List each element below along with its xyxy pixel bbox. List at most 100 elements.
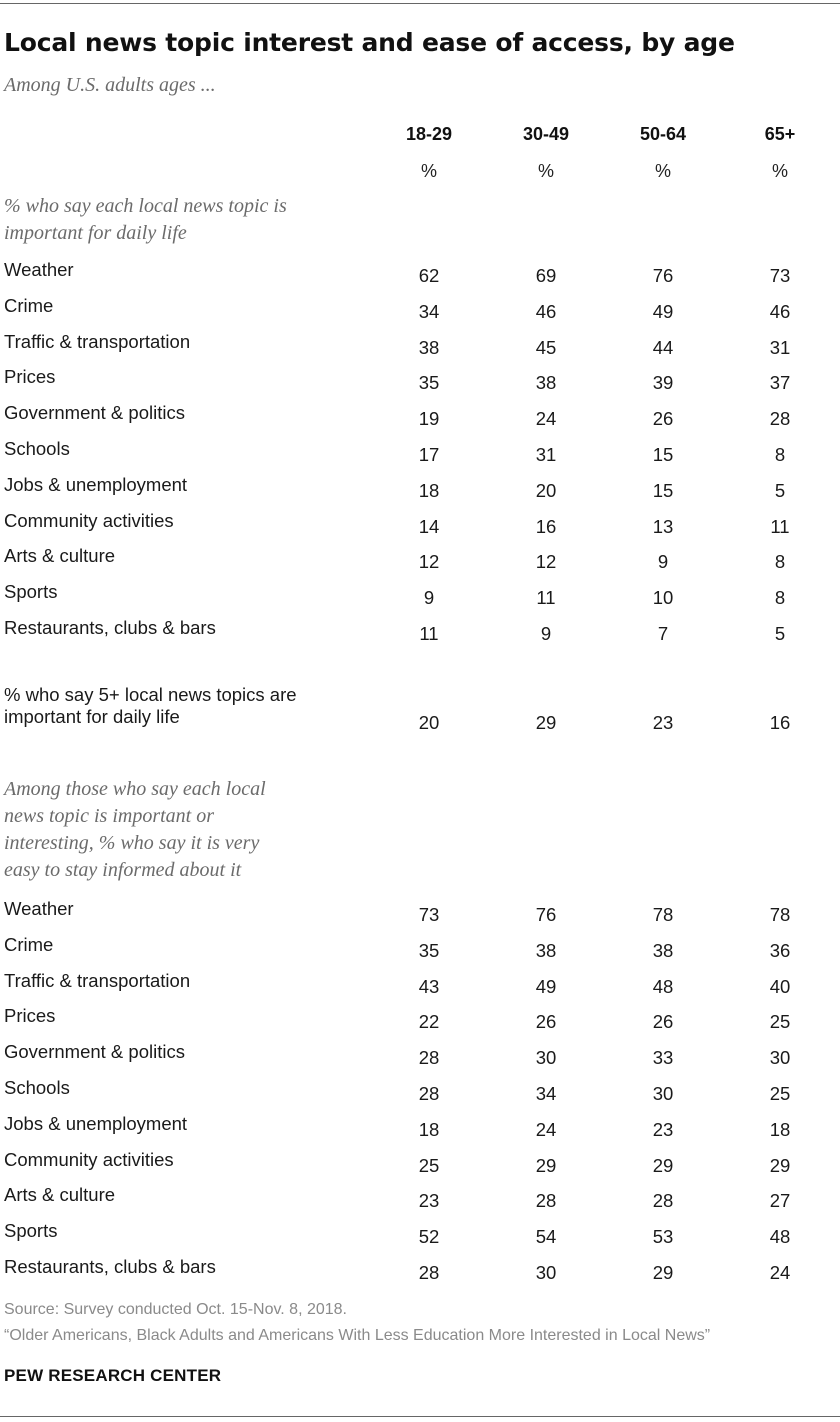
summary-value: 16 — [769, 712, 791, 733]
importance-table-row: Government & politics 19 24 26 28 — [0, 402, 840, 444]
importance-cell-30-49: 38 — [535, 372, 557, 394]
top-rule — [0, 3, 840, 4]
importance-cell-65+: 11 — [770, 515, 790, 537]
importance-cell-65+: 46 — [769, 300, 791, 322]
importance-cell-50-64: 39 — [652, 372, 674, 394]
importance-cell-18-29: 11 — [419, 623, 439, 644]
importance-row-label: Arts & culture — [4, 545, 116, 567]
column-header-65-plus: 65+ — [764, 124, 796, 144]
ease-cell-18-29: 43 — [418, 975, 440, 997]
ease-cell-65+: 30 — [769, 1047, 791, 1069]
ease-cell-65+: 29 — [769, 1154, 791, 1176]
chart-title: Local news topic interest and ease of ac… — [4, 28, 735, 57]
ease-cell-18-29: 25 — [418, 1154, 440, 1176]
importance-heading-line: important for daily life — [4, 222, 187, 244]
importance-table-row: Community activities 14 16 13 11 — [0, 510, 840, 552]
summary-value: 23 — [652, 712, 674, 733]
importance-cell-50-64: 7 — [657, 623, 669, 644]
importance-cell-18-29: 35 — [418, 372, 440, 394]
importance-row-label: Prices — [4, 366, 56, 388]
ease-cell-30-49: 54 — [535, 1226, 557, 1248]
ease-cell-65+: 25 — [769, 1083, 791, 1104]
ease-cell-18-29: 23 — [418, 1190, 440, 1212]
importance-cell-30-49: 12 — [535, 551, 557, 573]
summary-label: % who say 5+ local news topics are impor… — [4, 684, 364, 728]
importance-cell-18-29: 62 — [418, 265, 440, 286]
ease-row-label: Community activities — [4, 1148, 174, 1170]
ease-table-row: Schools 28 34 30 25 — [0, 1077, 840, 1119]
ease-cell-18-29: 22 — [418, 1011, 440, 1033]
ease-cell-50-64: 78 — [652, 904, 674, 925]
importance-section-heading: % who say each local news topic is impor… — [4, 193, 287, 247]
importance-row-label: Sports — [4, 581, 58, 603]
ease-row-label: Crime — [4, 933, 54, 955]
summary-value: 29 — [535, 712, 557, 733]
ease-heading-line: interesting, % who say it is very — [4, 832, 260, 854]
importance-row-label: Crime — [4, 294, 54, 316]
importance-cell-18-29: 12 — [418, 551, 440, 573]
importance-row-label: Restaurants, clubs & bars — [4, 617, 216, 638]
importance-cell-50-64: 10 — [652, 587, 674, 609]
ease-cell-65+: 78 — [769, 904, 791, 925]
importance-cell-65+: 37 — [769, 372, 791, 394]
importance-cell-18-29: 34 — [418, 300, 440, 322]
importance-cell-65+: 28 — [769, 408, 791, 430]
importance-cell-50-64: 9 — [657, 551, 669, 573]
importance-table-row: Traffic & transportation 38 45 44 31 — [0, 331, 840, 373]
ease-cell-18-29: 35 — [418, 939, 440, 961]
ease-row-label: Prices — [4, 1005, 56, 1027]
ease-cell-18-29: 28 — [418, 1262, 440, 1283]
ease-cell-50-64: 33 — [652, 1047, 674, 1069]
importance-row-label: Weather — [4, 259, 74, 280]
ease-cell-18-29: 28 — [418, 1047, 440, 1069]
summary-label-line: important for daily life — [4, 706, 180, 727]
ease-table-row: Weather 73 76 78 78 — [0, 898, 840, 940]
ease-cell-30-49: 76 — [535, 904, 557, 925]
ease-cell-50-64: 26 — [652, 1011, 674, 1033]
ease-row-label: Traffic & transportation — [4, 969, 191, 991]
importance-row-label: Community activities — [4, 509, 174, 531]
column-unit: % — [537, 161, 554, 181]
importance-table-row: Jobs & unemployment 18 20 15 5 — [0, 474, 840, 516]
importance-heading-line: % who say each local news topic is — [4, 195, 287, 217]
importance-cell-65+: 5 — [774, 479, 786, 501]
importance-cell-30-49: 16 — [535, 515, 557, 537]
importance-cell-50-64: 13 — [652, 515, 674, 537]
importance-cell-18-29: 9 — [423, 587, 435, 609]
ease-cell-65+: 27 — [769, 1190, 791, 1212]
ease-cell-50-64: 38 — [652, 939, 674, 961]
ease-heading-line: Among those who say each local — [4, 778, 266, 800]
ease-cell-50-64: 29 — [652, 1262, 674, 1283]
ease-cell-30-49: 34 — [535, 1083, 557, 1104]
importance-cell-65+: 31 — [769, 336, 791, 358]
ease-table-row: Sports 52 54 53 48 — [0, 1220, 840, 1262]
ease-table-row: Jobs & unemployment 18 24 23 18 — [0, 1113, 840, 1155]
column-header-30-49: 30-49 — [522, 124, 570, 144]
importance-cell-18-29: 18 — [418, 479, 440, 501]
importance-row-label: Traffic & transportation — [4, 330, 191, 352]
importance-row-label: Government & politics — [4, 402, 185, 424]
importance-cell-50-64: 76 — [652, 265, 674, 286]
column-unit: % — [654, 161, 671, 181]
ease-cell-30-49: 26 — [535, 1011, 557, 1033]
importance-cell-65+: 8 — [774, 551, 786, 573]
column-unit: % — [420, 161, 437, 181]
importance-cell-30-49: 11 — [536, 587, 556, 609]
importance-cell-30-49: 46 — [535, 300, 557, 322]
importance-cell-50-64: 26 — [652, 408, 674, 430]
importance-cell-65+: 73 — [769, 265, 791, 286]
ease-heading-line: news topic is important or — [4, 805, 215, 827]
importance-cell-65+: 8 — [774, 587, 786, 609]
ease-table-row: Prices 22 26 26 25 — [0, 1005, 840, 1047]
ease-cell-65+: 40 — [769, 975, 791, 997]
importance-cell-30-49: 24 — [535, 408, 557, 430]
importance-table-row: Arts & culture 12 12 9 8 — [0, 545, 840, 587]
column-unit: % — [771, 161, 788, 181]
importance-row-label: Jobs & unemployment — [4, 473, 188, 495]
ease-row-label: Arts & culture — [4, 1184, 116, 1206]
importance-cell-50-64: 15 — [652, 479, 674, 501]
importance-row-label: Schools — [4, 438, 70, 459]
importance-cell-30-49: 9 — [540, 623, 552, 644]
ease-cell-50-64: 29 — [652, 1154, 674, 1176]
ease-cell-50-64: 48 — [652, 975, 674, 997]
